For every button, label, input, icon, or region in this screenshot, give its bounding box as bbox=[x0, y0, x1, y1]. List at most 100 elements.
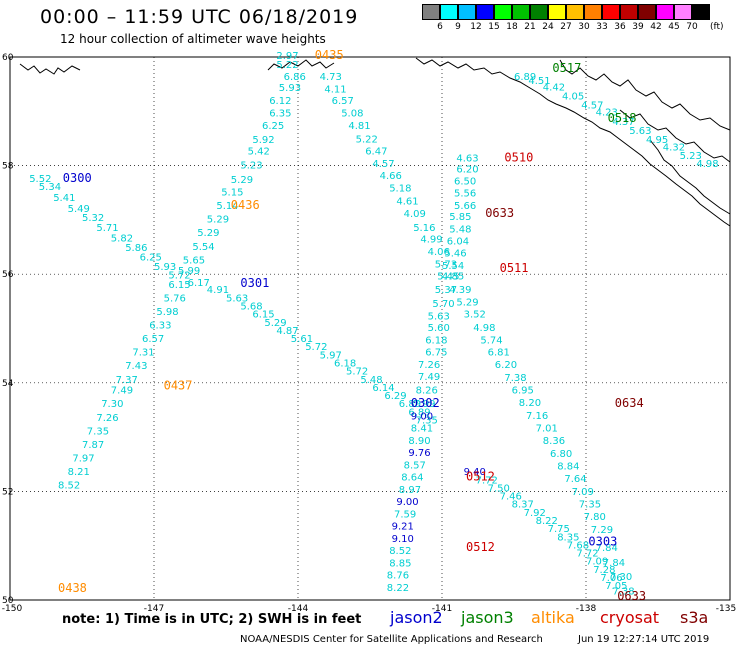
wave-height-value: 6.81 bbox=[488, 348, 510, 359]
wave-height-value: 4.05 bbox=[562, 91, 584, 102]
legend-label: 9 bbox=[455, 22, 461, 32]
wave-height-value: 7.64 bbox=[564, 474, 586, 485]
wave-height-value: 8.22 bbox=[536, 516, 558, 527]
wave-height-value: 8.20 bbox=[519, 398, 541, 409]
wave-height-value: 5.29 bbox=[264, 318, 286, 329]
wave-height-value: 8.21 bbox=[68, 467, 90, 478]
legend-swatch bbox=[638, 4, 656, 20]
wave-height-value: 5.92 bbox=[252, 135, 274, 146]
wave-height-value: 4.37 bbox=[612, 117, 634, 128]
legend-label: 24 bbox=[542, 22, 554, 32]
wave-height-value: 7.59 bbox=[394, 509, 416, 520]
wave-height-value: 8.85 bbox=[389, 558, 411, 569]
wave-height-value: 4.81 bbox=[348, 121, 370, 132]
legend-swatch bbox=[512, 4, 530, 20]
wave-height-value: 4.99 bbox=[420, 235, 442, 246]
wave-height-value: 4.98 bbox=[696, 159, 718, 170]
legend-swatch bbox=[494, 4, 512, 20]
pass-time-label: 0301 bbox=[240, 276, 269, 290]
wave-height-value: 7.68 bbox=[567, 540, 589, 551]
wave-height-value: 7.49 bbox=[418, 372, 440, 383]
wave-height-value: 7.30 bbox=[101, 399, 123, 410]
wave-height-value: 4.85 bbox=[442, 272, 464, 283]
wave-height-value: 5.52 bbox=[29, 174, 51, 185]
pass-time-label: 0436 bbox=[231, 198, 260, 212]
wave-height-value: 4.87 bbox=[276, 326, 298, 337]
wave-height-value: 4.98 bbox=[473, 323, 495, 334]
wave-height-value: 6.33 bbox=[149, 321, 171, 332]
wave-height-value: 4.06 bbox=[428, 247, 450, 258]
wave-height-value: 8.37 bbox=[512, 500, 534, 511]
lat-tick-label: 54 bbox=[2, 379, 14, 389]
wave-height-value: 8.26 bbox=[416, 386, 438, 397]
wave-height-value: 7.87 bbox=[82, 440, 104, 451]
wave-height-value: 7.01 bbox=[536, 424, 558, 435]
timestamp: Jun 19 12:27:14 UTC 2019 bbox=[578, 634, 710, 645]
wave-height-value: 7.92 bbox=[524, 508, 546, 519]
wave-height-value: 5.71 bbox=[96, 223, 118, 234]
wave-height-value: 9.21 bbox=[392, 521, 414, 532]
wave-height-value: 7.75 bbox=[548, 524, 570, 535]
wave-height-value: 6.12 bbox=[269, 96, 291, 107]
coastline bbox=[19, 57, 731, 227]
wave-height-value: 6.14 bbox=[372, 383, 394, 394]
legend-swatch bbox=[548, 4, 566, 20]
wave-height-value: 7.35 bbox=[579, 500, 601, 511]
wave-height-value: 5.34 bbox=[39, 182, 61, 193]
wave-height-value: 5.63 bbox=[226, 293, 248, 304]
wave-height-value: 5.70 bbox=[432, 299, 454, 310]
wave-height-value: 7.35 bbox=[87, 426, 109, 437]
map-title: 00:00 – 11:59 UTC 06/18/2019 bbox=[40, 6, 359, 28]
legend-label: 21 bbox=[524, 22, 536, 32]
pass-time-label: 0633 bbox=[617, 589, 646, 603]
wave-height-value: 5.41 bbox=[53, 193, 75, 204]
legend-swatch bbox=[620, 4, 638, 20]
pass-time-labels: 0435 0436 0437 0438 0300 0301 0302 0303 0510 0511… bbox=[58, 48, 646, 603]
wave-height-value: 6.35 bbox=[269, 109, 291, 120]
legend-swatch bbox=[674, 4, 692, 20]
wave-height-value: 5.54 bbox=[442, 261, 464, 272]
pass-time-label: 0518 bbox=[608, 111, 637, 125]
wave-height-value: 8.57 bbox=[404, 461, 426, 472]
lon-tick-label: -147 bbox=[144, 604, 164, 614]
map-frame bbox=[9, 56, 731, 601]
wave-height-value: 8.97 bbox=[399, 485, 421, 496]
wave-height-value: 4.11 bbox=[324, 84, 346, 95]
wave-height-value: 9.10 bbox=[392, 534, 414, 545]
track-jason2-0303: 9.407.727.507.468.377.928.227.758.357.68… bbox=[464, 467, 628, 592]
wave-height-value: 4.95 bbox=[646, 135, 668, 146]
wave-height-value: 6.15 bbox=[252, 310, 274, 321]
wave-height-value: 6.18 bbox=[425, 336, 447, 347]
wave-height-value: 5.29 bbox=[231, 175, 253, 186]
wave-height-value: 7.28 bbox=[593, 565, 615, 576]
pass-time-label: 0437 bbox=[164, 378, 193, 392]
wave-height-value: 5.82 bbox=[111, 234, 133, 245]
wave-height-value: 6.50 bbox=[454, 177, 476, 188]
legend-label: 30 bbox=[578, 22, 590, 32]
pass-time-label: 0302 bbox=[411, 396, 440, 410]
wave-height-value: 2.97 bbox=[276, 51, 298, 62]
pass-time-label: 0300 bbox=[63, 171, 92, 185]
wave-height-value: 7.97 bbox=[72, 454, 94, 465]
wave-height-value: 4.66 bbox=[380, 171, 402, 182]
wave-height-value: 5.16 bbox=[413, 223, 435, 234]
axis-labels: -150 -147 -144 -141 -138 -135 60 58 56 54 52 50 bbox=[2, 53, 736, 614]
wave-height-value: 5.66 bbox=[454, 201, 476, 212]
lon-tick-label: -144 bbox=[288, 604, 309, 614]
wave-height-value: 7.16 bbox=[526, 411, 548, 422]
wave-height-value: 5.99 bbox=[178, 266, 200, 277]
wave-height-value: 6.75 bbox=[425, 348, 447, 359]
legend-swatch bbox=[476, 4, 494, 20]
wave-height-value: 6.25 bbox=[140, 253, 162, 264]
wave-height-value: 6.29 bbox=[384, 391, 406, 402]
wave-height-value: 7.38 bbox=[612, 587, 634, 598]
wave-height-value: 4.57 bbox=[372, 159, 394, 170]
wave-height-value: 8.41 bbox=[411, 424, 433, 435]
wave-height-value: 5.29 bbox=[207, 215, 229, 226]
track-cryosat-0633: 4.734.116.575.084.815.226.474.574.665.18… bbox=[320, 72, 635, 598]
wave-height-value: 5.93 bbox=[279, 83, 301, 94]
wave-height-value: 5.86 bbox=[125, 243, 147, 254]
wave-height-value: 8.76 bbox=[387, 570, 409, 581]
wave-height-value: 8.36 bbox=[543, 436, 565, 447]
wave-height-value: 6.17 bbox=[188, 278, 210, 289]
